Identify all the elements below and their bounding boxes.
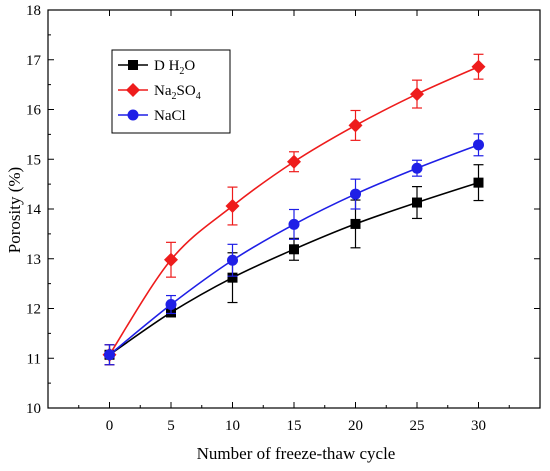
series-2	[104, 133, 484, 366]
data-point	[165, 299, 177, 311]
legend-label: D H2O	[154, 58, 195, 77]
data-point	[348, 118, 363, 133]
data-point	[164, 252, 178, 267]
data-point	[411, 162, 423, 174]
y-tick-label: 10	[26, 401, 41, 417]
data-point	[350, 218, 361, 229]
y-tick-label: 13	[26, 252, 41, 268]
data-point	[412, 197, 422, 208]
data-point	[287, 154, 301, 169]
x-tick-label: 0	[106, 418, 114, 434]
legend-entry: Na2SO4	[118, 83, 201, 102]
data-point	[473, 177, 484, 188]
data-point	[410, 87, 424, 102]
series-1	[102, 53, 486, 366]
legend-marker	[127, 109, 139, 121]
x-tick-label: 20	[348, 418, 363, 434]
legend-entry: NaCl	[118, 108, 186, 124]
series-0	[104, 164, 484, 366]
x-axis-label: Number of freeze-thaw cycle	[197, 444, 396, 463]
legend-entry: D H2O	[118, 58, 195, 77]
y-tick-label: 14	[26, 202, 42, 218]
y-tick-label: 11	[27, 351, 41, 367]
y-tick-label: 18	[26, 3, 41, 19]
y-tick-label: 17	[26, 53, 42, 69]
data-point	[471, 59, 486, 74]
legend-label: NaCl	[154, 108, 186, 124]
y-tick-label: 16	[26, 103, 42, 119]
x-tick-label: 15	[287, 418, 302, 434]
y-axis-label: Porosity (%)	[5, 167, 24, 253]
data-point	[289, 244, 299, 255]
data-point	[227, 254, 238, 266]
data-point	[288, 218, 300, 230]
legend: D H2O Na2SO4 NaCl	[111, 49, 231, 134]
data-point	[473, 139, 484, 151]
legend-marker	[126, 83, 140, 97]
data-point	[350, 188, 361, 200]
legend-label: Na2SO4	[154, 83, 201, 102]
data-point	[104, 349, 115, 361]
series-layer	[102, 53, 486, 366]
data-point	[227, 272, 238, 283]
data-point	[225, 199, 240, 214]
x-tick-label: 25	[410, 418, 425, 434]
x-tick-label: 5	[167, 418, 175, 434]
y-tick-label: 12	[26, 302, 41, 318]
y-tick-label: 15	[26, 152, 41, 168]
x-tick-label: 30	[471, 418, 486, 434]
axis-ticks: 0 5 10 15 20 25 30 10 11 12 13 14 15 16 17 18	[26, 3, 540, 434]
x-tick-label: 10	[225, 418, 240, 434]
legend-marker	[128, 60, 138, 70]
